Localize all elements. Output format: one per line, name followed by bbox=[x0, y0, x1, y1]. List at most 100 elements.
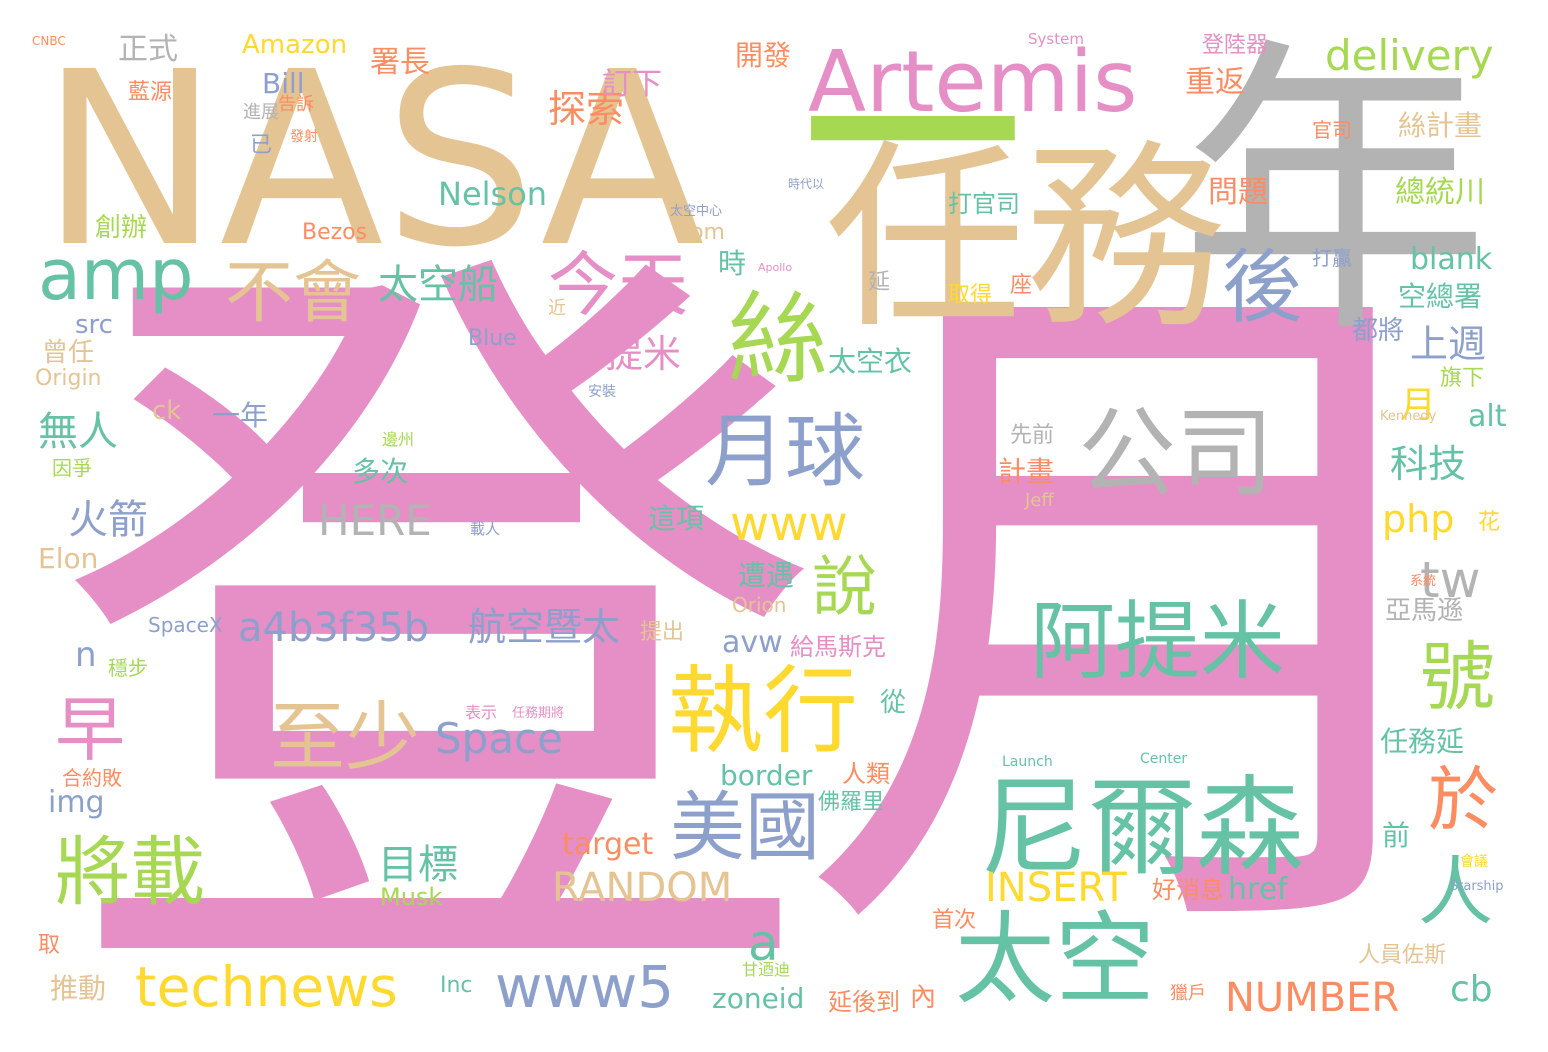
cloud-word: 登 bbox=[55, 190, 825, 1052]
cloud-word: 太空中心 bbox=[670, 204, 723, 219]
cloud-word: 說 bbox=[812, 550, 878, 625]
cloud-word: avw bbox=[722, 625, 783, 660]
cloud-word: delivery bbox=[1325, 31, 1494, 80]
cloud-word: SpaceX bbox=[148, 613, 223, 637]
cloud-word: n bbox=[75, 635, 97, 675]
cloud-word: 多次 bbox=[352, 455, 409, 488]
cloud-word: 時代以 bbox=[788, 177, 825, 191]
cloud-word: 座 bbox=[1010, 273, 1033, 298]
cloud-word: 這項 bbox=[648, 502, 705, 535]
cloud-word: System bbox=[1028, 30, 1084, 48]
cloud-word: www5 bbox=[495, 953, 675, 1021]
cloud-word: 月 bbox=[798, 209, 1498, 1024]
cloud-word: Launch bbox=[1002, 754, 1053, 770]
cloud-word: 號 bbox=[1420, 633, 1496, 721]
cloud-word: 旗下 bbox=[1440, 366, 1485, 391]
cloud-word: Elon bbox=[38, 542, 99, 575]
cloud-word: 載人 bbox=[470, 520, 501, 538]
cloud-word: a4b3f35b bbox=[238, 605, 430, 651]
cloud-word: 合約敗 bbox=[62, 766, 122, 790]
cloud-word: 科技 bbox=[1390, 442, 1467, 486]
cloud-word: 花 bbox=[1478, 510, 1501, 535]
cloud-word: 計畫 bbox=[998, 455, 1055, 488]
cloud-word: 打贏 bbox=[1312, 246, 1352, 270]
cloud-word: a bbox=[748, 914, 779, 972]
cloud-word: Blue bbox=[468, 326, 517, 351]
cloud-word: 藍源 bbox=[128, 80, 173, 105]
cloud-word: 早 bbox=[55, 689, 125, 771]
cloud-word: 曾任 bbox=[42, 338, 95, 368]
cloud-word: 一年 bbox=[212, 399, 269, 432]
cloud-word: 延後到 bbox=[828, 988, 900, 1016]
cloud-word: 任務 bbox=[825, 123, 1226, 356]
cloud-word: Space bbox=[435, 714, 563, 763]
cloud-word: tw bbox=[1420, 551, 1481, 609]
cloud-word: 月 bbox=[1400, 385, 1437, 426]
cloud-word: 內 bbox=[910, 983, 937, 1013]
cloud-word: 正式 bbox=[118, 32, 178, 67]
cloud-word: 從 bbox=[880, 688, 907, 718]
cloud-word: 佛羅里 bbox=[818, 790, 885, 815]
cloud-word: 太空船 bbox=[378, 262, 498, 308]
cloud-word: Starship bbox=[1450, 879, 1504, 894]
cloud-word: Apollo bbox=[758, 261, 793, 274]
cloud-word: 空總署 bbox=[1398, 280, 1483, 313]
cloud-word: 太空 bbox=[955, 901, 1155, 1018]
cloud-word: php bbox=[1382, 497, 1455, 541]
cloud-word: 後 bbox=[1222, 241, 1302, 334]
cloud-word: 今天 bbox=[548, 244, 688, 326]
cloud-word: 取得 bbox=[948, 283, 993, 308]
cloud-word: 一 bbox=[805, 12, 1020, 263]
cloud-word: 進展 bbox=[243, 102, 279, 123]
cloud-word: com bbox=[678, 220, 725, 245]
cloud-word: 時 bbox=[718, 247, 747, 280]
cloud-word: CNBC bbox=[32, 34, 66, 48]
cloud-word: 遭遇 bbox=[738, 559, 795, 592]
cloud-word: NASA bbox=[40, 20, 705, 300]
cloud-word: 人類 bbox=[842, 760, 890, 788]
cloud-word: Origin bbox=[35, 366, 102, 391]
cloud-word: 先前 bbox=[1010, 423, 1055, 448]
cloud-word: 阿提米 bbox=[1030, 593, 1286, 692]
cloud-word: HERE bbox=[318, 496, 432, 545]
cloud-word: 好消息 bbox=[1152, 876, 1224, 904]
cloud-word: 絲計畫 bbox=[1398, 109, 1483, 142]
cloud-word: 美國 bbox=[670, 783, 821, 871]
cloud-word: 取 bbox=[38, 933, 61, 958]
cloud-word: 開發 bbox=[735, 39, 792, 72]
cloud-word: 打官司 bbox=[948, 190, 1020, 218]
cloud-word: 重返 bbox=[1185, 65, 1245, 100]
cloud-word: 訂下 bbox=[602, 67, 662, 102]
cloud-word: href bbox=[1228, 872, 1288, 907]
cloud-word: 會議 bbox=[1460, 854, 1488, 870]
cloud-word: 告訴 bbox=[278, 94, 314, 115]
cloud-word: NUMBER bbox=[1225, 975, 1400, 1021]
cloud-word: Nelson bbox=[438, 175, 548, 213]
cloud-word: 登陸器 bbox=[1202, 33, 1269, 58]
cloud-word: 提出 bbox=[640, 620, 685, 645]
cloud-word: zoneid bbox=[712, 982, 805, 1015]
cloud-word: Center bbox=[1140, 751, 1188, 767]
cloud-word: 公司 bbox=[1078, 397, 1275, 511]
cloud-word: 月球 bbox=[705, 405, 865, 498]
cloud-word: ck bbox=[152, 396, 182, 426]
cloud-word: 至少 bbox=[270, 693, 421, 781]
cloud-word: 系統 bbox=[1410, 574, 1437, 589]
cloud-word: 人員佐斯 bbox=[1358, 943, 1447, 968]
cloud-word: 官司 bbox=[1312, 118, 1352, 142]
cloud-word: Kennedy bbox=[1380, 409, 1437, 424]
cloud-word: 獵戶 bbox=[1170, 983, 1206, 1004]
cloud-word: 探索 bbox=[548, 87, 625, 131]
cloud-word: 前 bbox=[1382, 819, 1411, 852]
cloud-word: 絲 bbox=[728, 281, 828, 398]
cloud-word: amp bbox=[38, 234, 194, 316]
cloud-word: 首次 bbox=[932, 908, 977, 933]
cloud-word: 表示 bbox=[465, 703, 498, 722]
cloud-word: 因爭 bbox=[52, 456, 92, 480]
cloud-word: 人 bbox=[1418, 848, 1494, 936]
cloud-word: 署長 bbox=[370, 45, 430, 80]
cloud-word: 亞馬遜 bbox=[1385, 596, 1464, 626]
cloud-word: 年 bbox=[1180, 14, 1490, 375]
cloud-word: 邊州 bbox=[382, 430, 415, 449]
